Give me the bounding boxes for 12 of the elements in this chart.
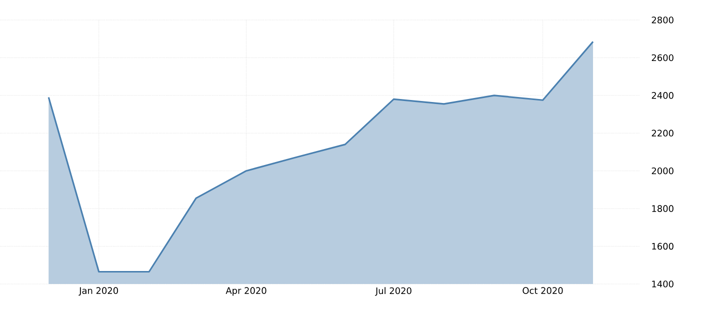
y-tick-label: 2800 — [652, 16, 674, 24]
y-tick-label: 2400 — [652, 92, 674, 99]
y-tick-label: 1800 — [652, 205, 674, 212]
x-tick-label: Apr 2020 — [226, 287, 266, 296]
y-tick-label: 2200 — [652, 130, 674, 137]
y-tick-label: 2000 — [652, 167, 674, 174]
x-tick-label: Jan 2020 — [78, 287, 118, 296]
x-tick-label: Jul 2020 — [375, 287, 412, 296]
y-tick-label: 1400 — [652, 280, 674, 288]
y-tick-label: 1600 — [652, 242, 674, 250]
y-tick-label: 2600 — [652, 54, 674, 62]
x-tick-label: Oct 2020 — [522, 287, 563, 294]
